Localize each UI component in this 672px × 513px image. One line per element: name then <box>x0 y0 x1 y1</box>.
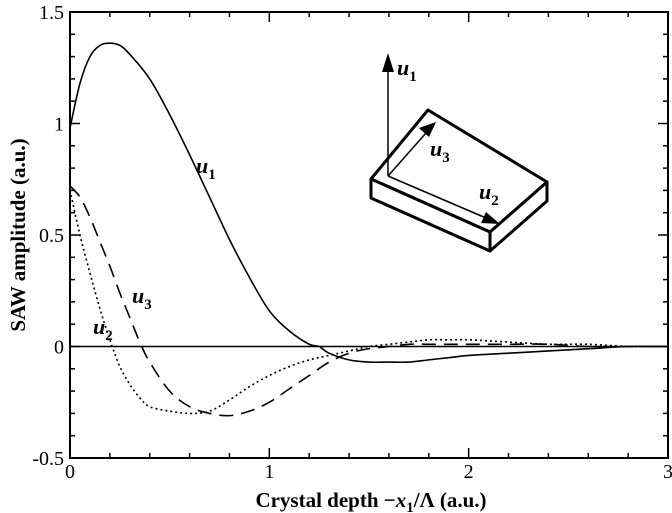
plot-frame <box>69 11 669 459</box>
u1-arrowhead <box>382 53 394 72</box>
series-line-u2 <box>70 190 668 415</box>
x-axis-title: Crystal depth −x1/Λ (a.u.) <box>255 488 486 513</box>
series-label-u2: u2 <box>93 314 113 344</box>
series-label-u1: u1 <box>196 153 216 183</box>
u2-arrowhead <box>481 212 500 224</box>
crystal-block-side-face <box>488 180 549 253</box>
u3-arrowhead <box>419 122 436 137</box>
series-label-u3: u3 <box>132 283 152 313</box>
u2-axis-arrow <box>387 175 487 219</box>
x-tick-label: 1 <box>264 461 274 483</box>
inset-label-u1: u1 <box>397 55 417 85</box>
y-tick-label: 1 <box>54 114 64 136</box>
x-tick-label: 0 <box>65 461 75 483</box>
y-tick-label: 1.5 <box>39 2 64 24</box>
y-tick-label: 0 <box>54 337 64 359</box>
crystal-inset: u1 u3 u2 <box>369 53 549 253</box>
data-series <box>70 42 668 417</box>
inset-label-u3: u3 <box>430 136 450 166</box>
y-tick-label: 0.5 <box>39 225 64 247</box>
u3-axis-arrow <box>387 132 427 177</box>
x-tick-label: 2 <box>464 461 474 483</box>
y-tick-label: -0.5 <box>32 448 64 470</box>
series-line-u1 <box>70 42 668 364</box>
y-axis-title: SAW amplitude (a.u.) <box>6 138 30 331</box>
x-tick-label: 3 <box>663 461 672 483</box>
inset-label-u2: u2 <box>479 179 499 209</box>
series-line-u3 <box>70 185 668 417</box>
axis-ticks: 0 1 2 3-0.500.511.5 <box>32 2 672 483</box>
